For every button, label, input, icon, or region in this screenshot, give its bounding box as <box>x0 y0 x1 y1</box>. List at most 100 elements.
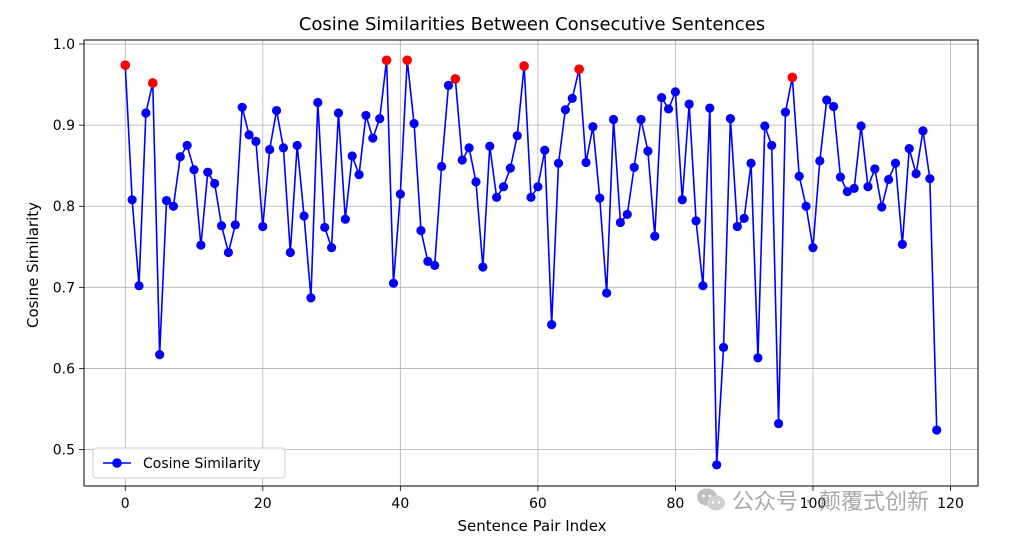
data-point <box>285 247 295 258</box>
chart-title: Cosine Similarities Between Consecutive … <box>299 14 765 35</box>
x-tick-label: 20 <box>254 496 272 512</box>
y-axis-label: Cosine Similarity <box>24 202 42 328</box>
data-point <box>780 107 791 117</box>
y-tick-label: 0.5 <box>53 443 75 459</box>
data-point <box>725 114 736 124</box>
data-point <box>705 103 715 113</box>
highlight-point <box>147 78 158 88</box>
data-point <box>306 293 316 303</box>
data-point <box>897 239 907 249</box>
y-tick-label: 0.6 <box>53 361 75 377</box>
data-point <box>718 342 729 352</box>
data-point <box>464 143 474 153</box>
data-point <box>326 242 337 253</box>
plot-frame <box>83 39 979 487</box>
data-point <box>698 281 708 291</box>
axes <box>79 39 979 491</box>
data-point <box>271 105 282 116</box>
data-point <box>223 247 234 258</box>
data-point <box>278 143 289 153</box>
data-point <box>237 102 247 112</box>
data-point <box>161 195 172 206</box>
data-point <box>423 256 433 266</box>
data-point <box>657 92 667 103</box>
data-point <box>533 182 543 192</box>
data-point <box>203 167 213 177</box>
data-point <box>437 161 447 172</box>
data-point <box>670 87 681 97</box>
data-point <box>890 158 901 168</box>
data-point <box>540 145 550 155</box>
data-point <box>127 195 137 205</box>
data-point <box>746 158 756 168</box>
data-point <box>258 221 268 232</box>
x-tick-label: 120 <box>937 496 964 512</box>
data-point <box>498 182 509 192</box>
highlight-point <box>381 55 392 66</box>
data-point <box>808 242 818 253</box>
x-tick-label: 0 <box>121 496 130 512</box>
data-point <box>409 118 419 129</box>
data-point <box>505 163 515 173</box>
data-point <box>443 80 454 91</box>
data-point <box>347 151 357 161</box>
data-point <box>299 211 309 221</box>
data-point <box>333 108 344 118</box>
y-tick-label: 1.0 <box>53 37 75 53</box>
data-point <box>643 146 653 156</box>
data-point <box>663 104 674 114</box>
data-point <box>877 202 887 212</box>
data-point <box>512 131 522 141</box>
data-point <box>457 155 467 165</box>
highlight-point <box>574 64 584 74</box>
data-point <box>650 231 660 241</box>
data-point <box>870 164 880 174</box>
legend: Cosine Similarity <box>92 447 286 479</box>
highlight-layer <box>120 55 798 88</box>
x-axis-label: Sentence Pair Index <box>457 517 606 535</box>
data-point <box>547 320 557 330</box>
data-point <box>815 156 825 166</box>
x-tick-label: 40 <box>391 496 409 512</box>
legend-box <box>92 447 286 479</box>
data-point <box>485 141 495 151</box>
data-point <box>567 93 577 103</box>
data-point <box>835 172 846 182</box>
data-point <box>712 460 722 470</box>
data-point <box>354 170 364 180</box>
tick-labels: 0 20 40 60 80 100 120 0.5 0.6 0.7 0.8 0.9 1.0 <box>53 37 964 512</box>
data-point <box>849 183 859 193</box>
x-tick-label: 60 <box>529 496 547 512</box>
data-point <box>210 178 220 189</box>
data-point <box>292 140 302 151</box>
y-tick-label: 0.7 <box>53 280 75 296</box>
data-point <box>602 288 612 298</box>
data-point <box>629 162 639 172</box>
data-point <box>615 217 626 228</box>
data-point <box>925 174 935 184</box>
data-point <box>801 201 811 211</box>
data-point <box>884 174 894 185</box>
data-point <box>677 195 687 205</box>
data-point <box>773 418 784 429</box>
data-point <box>588 122 598 132</box>
data-point <box>478 262 488 272</box>
data-point <box>175 152 185 162</box>
data-point <box>340 214 350 224</box>
data-point <box>388 278 399 288</box>
data-point <box>608 114 619 125</box>
x-tick-label: 80 <box>667 496 685 512</box>
data-point <box>395 189 405 199</box>
data-point <box>368 133 378 143</box>
data-point <box>375 114 385 124</box>
data-point <box>244 130 254 140</box>
data-point <box>828 101 839 112</box>
data-point <box>794 171 804 181</box>
data-point <box>911 169 921 179</box>
data-point <box>918 126 928 136</box>
data-point <box>622 209 632 219</box>
data-point <box>684 99 694 109</box>
data-point <box>313 97 323 108</box>
x-tick-label: 100 <box>800 496 827 512</box>
